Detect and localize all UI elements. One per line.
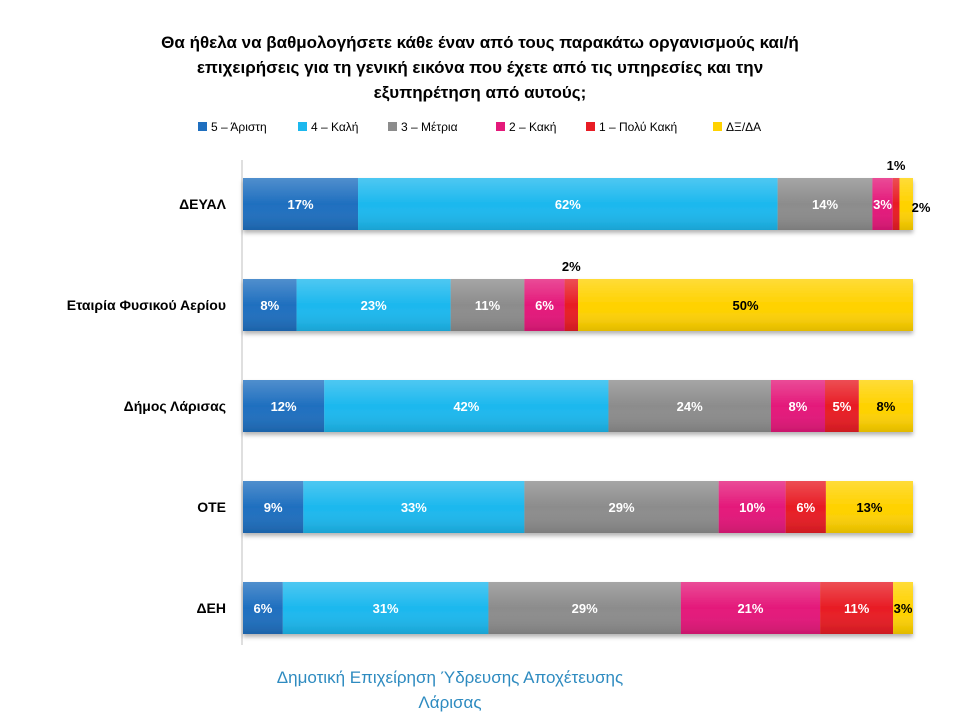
legend-item: 2 – Κακή	[496, 120, 556, 134]
bar-segment-shade	[303, 481, 525, 533]
data-label: 11%	[475, 298, 501, 313]
category-label: ΟΤΕ	[197, 499, 226, 515]
data-label: 14%	[812, 197, 838, 212]
bar-segment-shade	[488, 582, 681, 634]
chart-title-line-2: επιχειρήσεις για τη γενική εικόνα που έχ…	[196, 58, 764, 77]
bar-segment-shade	[770, 380, 826, 432]
bar-segment-shade	[524, 279, 565, 331]
data-label: 33%	[401, 500, 427, 515]
bar-segment-shade	[820, 582, 894, 634]
bar-segment-shade	[243, 178, 359, 230]
bars: ΔΕΥΑΛ 17% 62% 14% 3%1%2%Εταιρία Φυσικού Αερί…	[67, 158, 931, 634]
bar-segment-shade	[825, 481, 913, 533]
bar-segment-shade	[243, 279, 297, 331]
footer-caption-line-1: Δημοτική Επιχείρηση Ύδρευσης Αποχέτευσης	[276, 668, 624, 687]
bar-segment-shade	[777, 178, 873, 230]
data-label: 9%	[264, 500, 283, 515]
bar-segment-shade	[718, 481, 786, 533]
data-label: 29%	[609, 500, 635, 515]
bar-segment-shade	[282, 582, 489, 634]
bar-segment-shade	[893, 582, 913, 634]
data-label: 3%	[873, 197, 892, 212]
data-label: 50%	[732, 298, 758, 313]
bar-segment-shade	[358, 178, 778, 230]
chart-title-line-1: Θα ήθελα να βαθμολογήσετε κάθε έναν από …	[161, 33, 799, 52]
legend-swatch	[198, 122, 207, 131]
bar-segment-shade	[872, 178, 893, 230]
data-label: 24%	[677, 399, 703, 414]
data-label: 42%	[453, 399, 479, 414]
data-label: 12%	[271, 399, 297, 414]
legend-item: 1 – Πολύ Κακή	[586, 120, 677, 134]
bar-segment-shade	[564, 279, 578, 331]
legend: 5 – Άριστη 4 – Καλή 3 – Μέτρια 2 – Κακή 1 – …	[198, 120, 761, 134]
bar-segment-shade	[524, 481, 719, 533]
bar-segment-shade	[243, 582, 283, 634]
bar-row: ΔΕΗ 6% 31% 29% 21% 11% 3%	[196, 582, 913, 634]
category-label: ΔΕΥΑΛ	[179, 196, 227, 212]
legend-label: ΔΞ/ΔΑ	[726, 120, 761, 134]
data-label: 8%	[260, 298, 279, 313]
chart-title-line-3: εξυπηρέτηση από αυτούς;	[373, 83, 587, 102]
bar-row: Εταιρία Φυσικού Αερίου 8% 23% 11% 6% 2% 50%	[67, 259, 913, 331]
data-label: 5%	[833, 399, 852, 414]
bar-segment-shade	[680, 582, 821, 634]
data-label: 8%	[789, 399, 808, 414]
legend-label: 3 – Μέτρια	[401, 120, 458, 134]
legend-label: 4 – Καλή	[311, 120, 358, 134]
bar-segment-shade	[324, 380, 609, 432]
bar-segment-shade	[825, 380, 859, 432]
category-label: ΔΕΗ	[196, 600, 226, 616]
legend-label: 2 – Κακή	[509, 120, 556, 134]
category-label: Δήμος Λάρισας	[124, 398, 226, 414]
legend-label: 1 – Πολύ Κακή	[599, 120, 677, 134]
footer-caption-line-2: Λάρισας	[418, 693, 482, 712]
bar-segment-shade	[578, 279, 913, 331]
data-label: 31%	[373, 601, 399, 616]
data-label: 6%	[535, 298, 554, 313]
bar-segment-shade	[892, 178, 900, 230]
bar-row: Δήμος Λάρισας 12% 42% 24% 8% 5% 8%	[124, 380, 913, 432]
legend-label: 5 – Άριστη	[211, 120, 267, 134]
data-label: 2%	[912, 200, 931, 215]
data-label: 11%	[844, 601, 870, 616]
bar-row: ΟΤΕ 9% 33% 29% 10% 6% 13%	[197, 481, 913, 533]
data-label: 23%	[361, 298, 387, 313]
data-label: 6%	[796, 500, 815, 515]
legend-swatch	[496, 122, 505, 131]
bar-segment-shade	[243, 481, 304, 533]
bar-segment-shade	[608, 380, 771, 432]
legend-item: 3 – Μέτρια	[388, 120, 458, 134]
legend-swatch	[298, 122, 307, 131]
data-label: 21%	[737, 601, 763, 616]
bar-row: ΔΕΥΑΛ 17% 62% 14% 3% 1% 2%	[179, 158, 931, 230]
legend-item: 4 – Καλή	[298, 120, 358, 134]
data-label: 6%	[254, 601, 273, 616]
data-label: 29%	[572, 601, 598, 616]
data-label: 17%	[288, 197, 314, 212]
footer-caption: Δημοτική Επιχείρηση Ύδρευσης Αποχέτευσης…	[180, 665, 720, 715]
bar-segment-shade	[858, 380, 913, 432]
bar-segment-shade	[899, 178, 913, 230]
data-label: 1%	[887, 158, 906, 173]
legend-item: 5 – Άριστη	[198, 120, 267, 134]
category-label: Εταιρία Φυσικού Αερίου	[67, 297, 226, 313]
data-label: 2%	[562, 259, 581, 274]
data-label: 13%	[856, 500, 882, 515]
legend-swatch	[388, 122, 397, 131]
chart-title: Θα ήθελα να βαθμολογήσετε κάθε έναν από …	[60, 30, 900, 105]
data-label: 10%	[739, 500, 765, 515]
bar-segment-shade	[296, 279, 451, 331]
bar-segment-shade	[243, 380, 325, 432]
legend-item: ΔΞ/ΔΑ	[713, 120, 761, 134]
bar-segment-shade	[450, 279, 525, 331]
data-label: 62%	[555, 197, 581, 212]
data-label: 8%	[877, 399, 896, 414]
bar-segment-shade	[785, 481, 826, 533]
legend-swatch	[586, 122, 595, 131]
legend-swatch	[713, 122, 722, 131]
data-label: 3%	[894, 601, 913, 616]
